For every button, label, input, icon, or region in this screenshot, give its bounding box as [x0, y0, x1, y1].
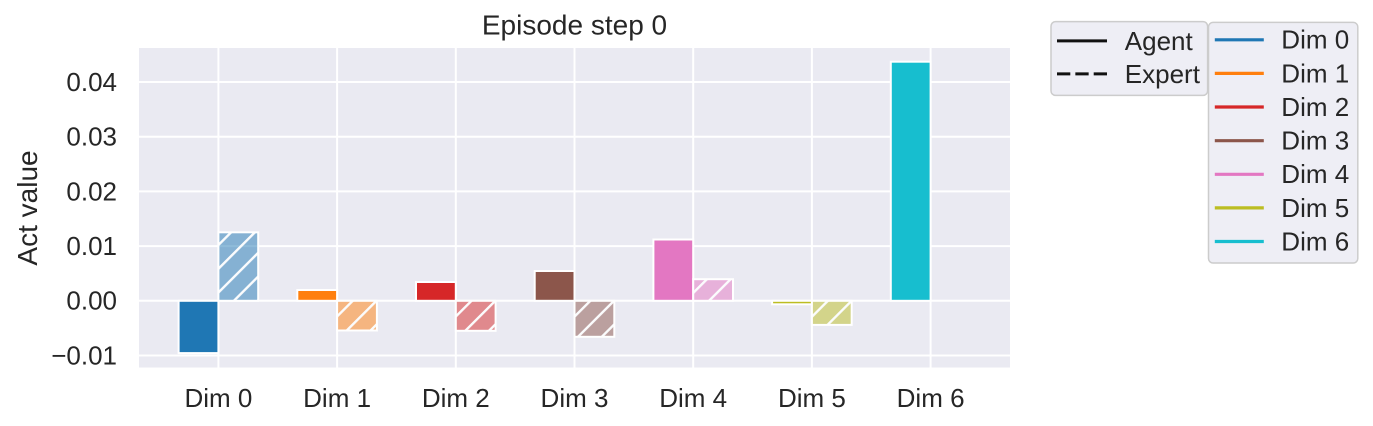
svg-text:Dim 3: Dim 3 — [541, 383, 609, 413]
svg-text:Dim 4: Dim 4 — [1281, 159, 1349, 189]
svg-text:Dim 0: Dim 0 — [1281, 25, 1349, 55]
svg-text:Dim 2: Dim 2 — [1281, 92, 1349, 122]
svg-text:Dim 4: Dim 4 — [659, 383, 727, 413]
svg-text:Dim 1: Dim 1 — [1281, 58, 1349, 88]
svg-text:Dim 2: Dim 2 — [422, 383, 490, 413]
svg-text:Dim 6: Dim 6 — [1281, 226, 1349, 256]
svg-text:Dim 6: Dim 6 — [897, 383, 965, 413]
svg-text:0.02: 0.02 — [66, 176, 117, 206]
svg-text:Dim 1: Dim 1 — [303, 383, 371, 413]
svg-text:Dim 0: Dim 0 — [184, 383, 252, 413]
svg-text:Agent: Agent — [1125, 26, 1194, 56]
svg-text:Dim 5: Dim 5 — [778, 383, 846, 413]
svg-text:Dim 3: Dim 3 — [1281, 126, 1349, 156]
svg-text:0.00: 0.00 — [66, 286, 117, 316]
svg-text:0.04: 0.04 — [66, 67, 117, 97]
svg-text:−0.01: −0.01 — [51, 340, 117, 370]
svg-text:Act value: Act value — [12, 150, 43, 265]
svg-text:Episode step 0: Episode step 0 — [482, 10, 667, 41]
svg-text:0.03: 0.03 — [66, 122, 117, 152]
svg-text:Dim 5: Dim 5 — [1281, 193, 1349, 223]
svg-text:0.01: 0.01 — [66, 231, 117, 261]
svg-text:Expert: Expert — [1125, 59, 1201, 89]
